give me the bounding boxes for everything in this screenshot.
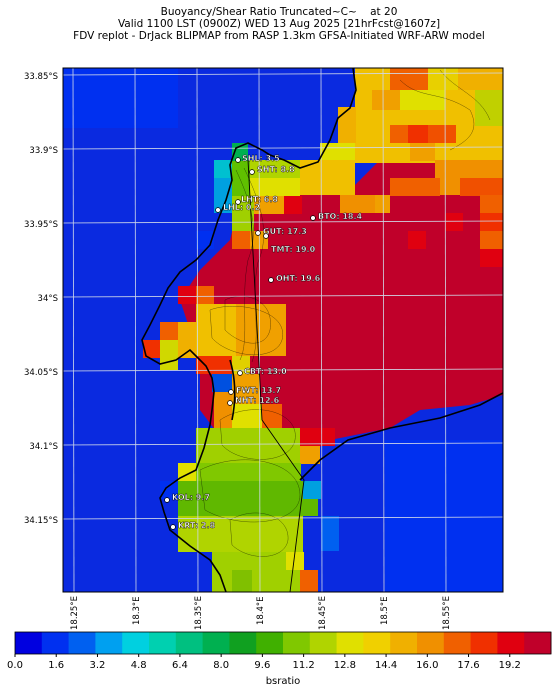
station-label: KRT: 2.8 [178, 521, 216, 530]
colorbar-cell [256, 632, 284, 654]
colorbar-cell [497, 632, 525, 654]
colorbar-tick-label: 16.0 [416, 660, 438, 671]
station-label: CBT: 13.0 [244, 367, 287, 376]
station-fwt[interactable]: FWT: 13.7 [228, 386, 281, 395]
lat-label: 33.85°S [24, 72, 58, 82]
lon-label: 18.35°E [194, 596, 204, 630]
colorbar-tick-label: 9.6 [254, 660, 270, 671]
colorbar-frame [14, 631, 552, 655]
colorbar-tick-label: 14.4 [375, 660, 397, 671]
colorbar-cell [202, 632, 230, 654]
lat-label: 33.9°S [29, 146, 58, 156]
station-label: LHL: 0.2 [223, 203, 260, 212]
lon-label: 18.25°E [70, 596, 80, 630]
lon-label: 18.5°E [380, 596, 390, 625]
title-line-1: Buoyancy/Shear Ratio Truncated~C~ at 20 [160, 6, 398, 18]
station-gut[interactable]: GUT: 17.3 [255, 227, 307, 236]
colorbar-cell [122, 632, 150, 654]
colorbar-tick-label: 3.2 [90, 660, 106, 671]
lon-label: 18.3°E [132, 596, 142, 625]
colorbar-cell [41, 632, 70, 654]
lat-label: 34.1°S [29, 442, 58, 452]
station-nht[interactable]: NHT: 12.6 [227, 396, 280, 406]
colorbar-cell [336, 632, 364, 654]
colorbar-tick-label: 0.0 [7, 660, 23, 671]
colorbar-cell [283, 632, 311, 654]
colorbar-cell [443, 632, 472, 654]
colorbar-tick-label: 17.6 [457, 660, 479, 671]
colorbar-cell [95, 632, 123, 654]
colorbar-cell [470, 632, 498, 654]
lat-label: 34.15°S [24, 516, 58, 526]
colorbar-tick-label: 11.2 [292, 660, 314, 671]
ocean-field-light [63, 68, 178, 128]
colorbar-tick-label: 4.8 [131, 660, 147, 671]
station-sht[interactable]: SHT: 8.8 [249, 165, 295, 175]
colorbar-tick-label: 6.4 [172, 660, 188, 671]
lat-label: 34°S [38, 294, 58, 304]
map-plot-area[interactable] [63, 68, 503, 592]
district-boundary [247, 159, 305, 592]
station-label: TMT: 19.0 [271, 245, 316, 254]
colorbar-tick-label: 19.2 [499, 660, 521, 671]
station-kol[interactable]: KOL: 9.7 [164, 493, 210, 503]
colorbar-cell [524, 632, 552, 654]
lon-label: 18.55°E [442, 596, 452, 630]
map-frame [62, 67, 504, 593]
colorbar-tick-label: 8.0 [213, 660, 229, 671]
colorbar-cell [417, 632, 445, 654]
longitude-labels: 18.25°E 18.3°E 18.35°E 18.4°E 18.45°E 18… [70, 596, 452, 630]
ocean-field-east [385, 440, 503, 592]
lat-label: 33.95°S [24, 220, 58, 230]
station-markers: SHL: 3.5 SHT: 8.8 LHT: 6.8 LHL: 0.2 BTO:… [164, 154, 363, 530]
colorbar-cell [175, 632, 204, 654]
title-line-3: FDV replot - DrJack BLIPMAP from RASP 1.… [73, 30, 485, 42]
colorbar-tick-label: 12.8 [334, 660, 356, 671]
terrain-contours [199, 69, 491, 557]
colorbar-cells [15, 632, 552, 654]
colorbar-cell [309, 632, 338, 654]
colorbar-cell [68, 632, 96, 654]
graticule [63, 68, 503, 592]
peninsula-colour-patches [143, 143, 339, 592]
coastline [141, 68, 503, 592]
lon-label: 18.4°E [256, 596, 266, 625]
station-shl[interactable]: SHL: 3.5 [235, 154, 281, 163]
station-label: SHL: 3.5 [242, 154, 280, 163]
station-label: BTO: 18.4 [318, 212, 363, 221]
station-label: LHT: 6.8 [241, 195, 278, 204]
colorbar-cell [15, 632, 43, 654]
station-label: KOL: 9.7 [172, 493, 210, 502]
lat-label: 34.05°S [24, 368, 58, 378]
colorbar: 0.0 1.6 3.2 4.8 6.4 8.0 9.6 11.2 12.8 14.4 16.0 17.… [7, 631, 552, 687]
station-label: NHT: 12.6 [235, 396, 280, 405]
colorbar-cell [149, 632, 177, 654]
title-line-2: Valid 1100 LST (0900Z) WED 13 Aug 2025 [… [117, 18, 441, 30]
lon-label: 18.45°E [318, 596, 328, 630]
station-lht[interactable]: LHT: 6.8 [235, 195, 279, 205]
station-krt[interactable]: KRT: 2.8 [170, 521, 216, 530]
station-label: GUT: 17.3 [263, 227, 307, 236]
station-label: FWT: 13.7 [236, 386, 281, 395]
colorbar-cell [229, 632, 257, 654]
colorbar-tick-label: 1.6 [48, 660, 64, 671]
latitude-labels: 33.85°S 33.9°S 33.95°S 34°S 34.05°S 34.1… [24, 72, 58, 526]
station-tmt[interactable]: TMT: 19.0 [263, 233, 316, 254]
station-bto[interactable]: BTO: 18.4 [310, 212, 363, 221]
colorbar-cell [363, 632, 391, 654]
station-cbt[interactable]: CBT: 13.0 [237, 367, 288, 376]
station-oht[interactable]: OHT: 19.6 [268, 274, 321, 283]
colorbar-cell [390, 632, 418, 654]
station-label: OHT: 19.6 [276, 274, 321, 283]
colorbar-label: bsratio [266, 676, 301, 687]
station-lhl[interactable]: LHL: 0.2 [215, 203, 260, 213]
station-label: SHT: 8.8 [257, 165, 295, 174]
colorbar-ticks: 0.0 1.6 3.2 4.8 6.4 8.0 9.6 11.2 12.8 14.4 16.0 17.… [7, 654, 521, 671]
